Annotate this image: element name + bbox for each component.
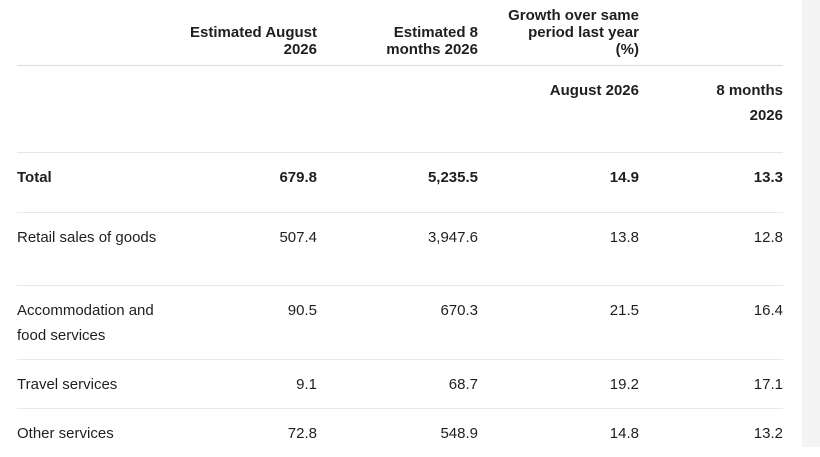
cell-8-months: 5,235.5 xyxy=(317,153,478,213)
cell-8-months: 670.3 xyxy=(317,286,478,360)
subheader-empty-3 xyxy=(317,66,478,153)
table-row: Travel services 9.1 68.7 19.2 17.1 xyxy=(17,360,783,409)
header-growth-group: Growth over same period last year (%) xyxy=(478,0,639,66)
cell-august: 679.8 xyxy=(157,153,317,213)
cell-growth-august: 19.2 xyxy=(478,360,639,409)
table-row: Accommodation and food services 90.5 670… xyxy=(17,286,783,360)
cell-growth-8-months: 13.2 xyxy=(639,409,783,457)
cell-growth-august: 21.5 xyxy=(478,286,639,360)
subheader-empty xyxy=(17,66,157,153)
cell-growth-8-months: 16.4 xyxy=(639,286,783,360)
cell-8-months: 548.9 xyxy=(317,409,478,457)
row-label: Travel services xyxy=(17,360,157,409)
sales-table: Estimated August 2026 Estimated 8 months… xyxy=(17,0,783,457)
cell-august: 72.8 xyxy=(157,409,317,457)
page-side-strip xyxy=(802,0,820,447)
cell-8-months: 68.7 xyxy=(317,360,478,409)
row-label: Other services xyxy=(17,409,157,457)
cell-8-months: 3,947.6 xyxy=(317,213,478,286)
cell-growth-8-months: 13.3 xyxy=(639,153,783,213)
subheader-august-2026: August 2026 xyxy=(478,66,639,153)
header-empty-right xyxy=(639,0,783,66)
row-label: Retail sales of goods xyxy=(17,213,157,286)
cell-august: 90.5 xyxy=(157,286,317,360)
table-row: Other services 72.8 548.9 14.8 13.2 xyxy=(17,409,783,457)
cell-growth-august: 13.8 xyxy=(478,213,639,286)
table-row-total: Total 679.8 5,235.5 14.9 13.3 xyxy=(17,153,783,213)
header-estimated-august: Estimated August 2026 xyxy=(157,0,317,66)
row-label: Accommodation and food services xyxy=(17,286,157,360)
header-empty xyxy=(17,0,157,66)
cell-growth-august: 14.8 xyxy=(478,409,639,457)
sales-table-container: Estimated August 2026 Estimated 8 months… xyxy=(17,0,783,457)
cell-growth-8-months: 12.8 xyxy=(639,213,783,286)
cell-growth-8-months: 17.1 xyxy=(639,360,783,409)
header-row: Estimated August 2026 Estimated 8 months… xyxy=(17,0,783,66)
cell-august: 9.1 xyxy=(157,360,317,409)
subheader-row: August 2026 8 months 2026 xyxy=(17,66,783,153)
subheader-empty-2 xyxy=(157,66,317,153)
cell-growth-august: 14.9 xyxy=(478,153,639,213)
table-row: Retail sales of goods 507.4 3,947.6 13.8… xyxy=(17,213,783,286)
subheader-8-months-2026: 8 months 2026 xyxy=(639,66,783,153)
header-estimated-8-months: Estimated 8 months 2026 xyxy=(317,0,478,66)
cell-august: 507.4 xyxy=(157,213,317,286)
row-label: Total xyxy=(17,153,157,213)
